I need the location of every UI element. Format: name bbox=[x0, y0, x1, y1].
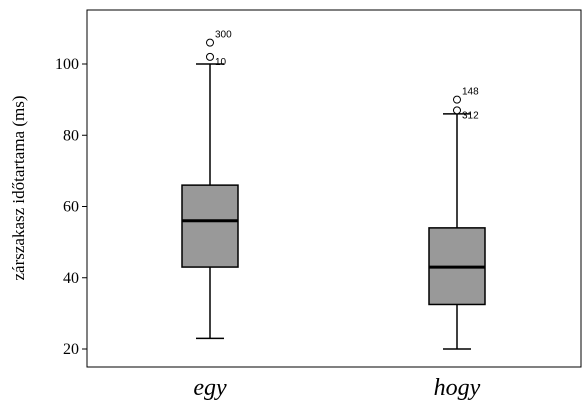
outlier-point bbox=[206, 52, 214, 61]
outlier-label: 148 bbox=[462, 87, 479, 98]
box-hogy: 148 312 bbox=[428, 87, 486, 350]
y-tick-label: 80 bbox=[63, 127, 79, 144]
y-axis: 20 40 60 80 100 bbox=[55, 56, 87, 358]
box-egy: 300 10 bbox=[181, 30, 239, 340]
outlier-label: 300 bbox=[215, 30, 232, 41]
y-tick-label: 20 bbox=[63, 341, 79, 358]
y-tick-label: 40 bbox=[63, 270, 79, 287]
outlier-label: 312 bbox=[462, 110, 479, 121]
outlier-point bbox=[206, 38, 214, 47]
x-category-label: egy bbox=[193, 375, 227, 401]
box-group: 300 10 148 312 bbox=[181, 30, 486, 350]
y-axis-title: zárszakasz időtartama (ms) bbox=[9, 95, 28, 280]
plot-frame bbox=[86, 9, 582, 368]
x-axis-labels: egy hogy bbox=[193, 375, 480, 401]
y-tick-label: 60 bbox=[63, 199, 79, 216]
iqr-box bbox=[181, 184, 239, 268]
outlier-point bbox=[453, 95, 461, 104]
outlier-label: 10 bbox=[215, 57, 227, 68]
x-category-label: hogy bbox=[434, 375, 481, 401]
outlier-point bbox=[453, 106, 461, 115]
y-tick-label: 100 bbox=[55, 56, 79, 73]
